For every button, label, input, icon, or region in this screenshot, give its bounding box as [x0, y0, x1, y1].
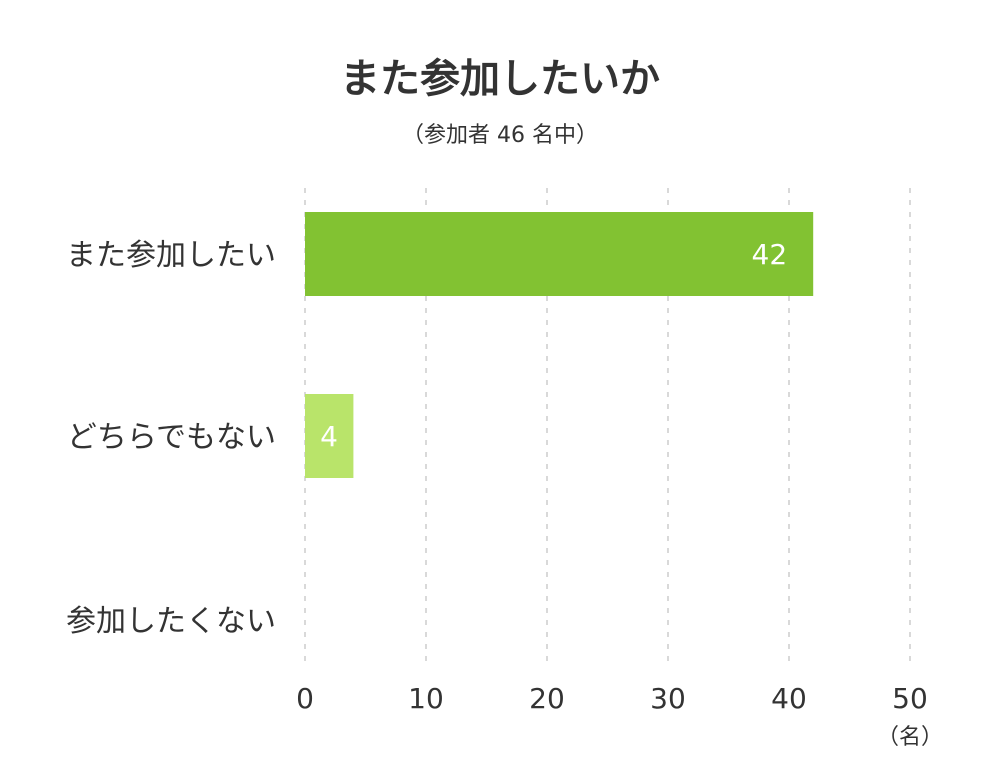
bar-value-label: 4: [320, 420, 338, 453]
x-tick-label: 50: [892, 682, 928, 715]
x-axis-tick-labels: 0 10 20 30 40 50: [296, 682, 928, 715]
category-label: また参加したい: [66, 238, 276, 273]
category-label: 参加したくない: [66, 604, 276, 639]
chart-subtitle: （参加者 46 名中）: [402, 123, 598, 148]
bars: 42 4: [305, 212, 814, 478]
chart-title: また参加したいか: [340, 56, 660, 102]
bar: [305, 212, 814, 296]
x-tick-label: 30: [650, 682, 686, 715]
grid-lines: [304, 188, 911, 664]
category-label: どちらでもない: [67, 420, 276, 455]
x-tick-label: 10: [408, 682, 444, 715]
x-axis-unit-label: （名）: [877, 725, 943, 750]
x-tick-label: 0: [296, 682, 314, 715]
bar-value-label: 42: [752, 238, 788, 271]
x-tick-label: 20: [529, 682, 565, 715]
x-tick-label: 40: [771, 682, 807, 715]
bar: [305, 394, 354, 478]
